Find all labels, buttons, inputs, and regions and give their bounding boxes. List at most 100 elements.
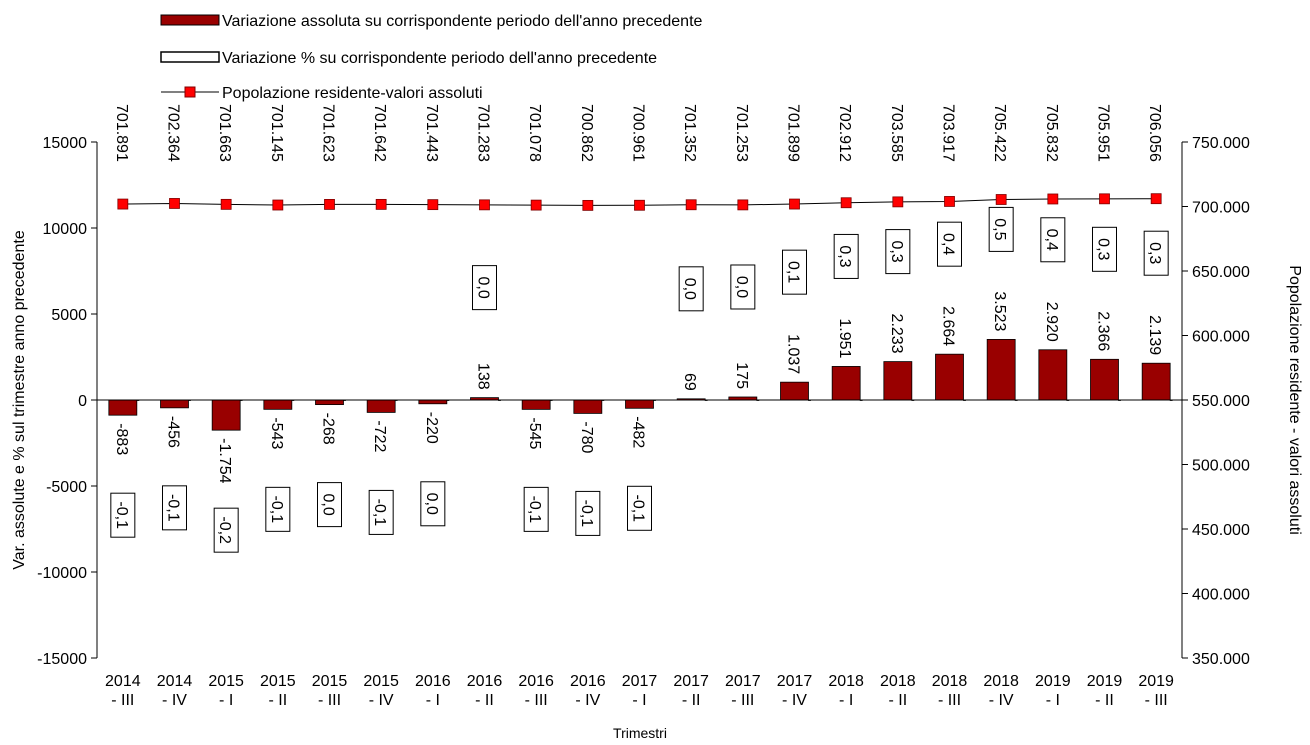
marker	[117, 198, 129, 210]
data-label: 701.899	[785, 104, 802, 162]
data-label: 69	[681, 373, 698, 391]
data-label: 2.366	[1095, 311, 1112, 351]
data-label: 700.961	[630, 104, 647, 162]
marker	[375, 198, 387, 210]
data-label: 2.139	[1146, 315, 1163, 355]
data-label-box	[833, 233, 859, 279]
data-label-box	[213, 507, 239, 553]
data-label: -0,1	[578, 500, 595, 528]
data-label: 705.951	[1095, 104, 1112, 162]
bar	[108, 399, 138, 416]
data-label: 138	[475, 363, 492, 390]
data-label-box	[317, 482, 342, 528]
bar	[211, 399, 241, 431]
data-label-box	[472, 265, 497, 311]
data-label-box	[937, 221, 962, 267]
marker	[427, 199, 439, 211]
data-label: -268	[320, 413, 337, 445]
data-label: -722	[371, 420, 388, 452]
y2-tick-label: 600.000	[1192, 329, 1250, 346]
data-label: -0,1	[165, 494, 182, 522]
data-label: -545	[526, 417, 543, 449]
marker	[530, 199, 542, 211]
y2-tick-label: 650.000	[1192, 264, 1250, 281]
y2-tick-label: 400.000	[1192, 587, 1250, 604]
marker	[892, 196, 904, 208]
data-label: 0,4	[1043, 229, 1060, 251]
data-label-box	[575, 490, 601, 536]
data-label-box	[368, 489, 394, 535]
y-tick-label: -5000	[46, 479, 87, 496]
data-label: 2.920	[1043, 302, 1060, 342]
x-tick-label: 2017 - IV	[776, 673, 813, 709]
data-label: 700.862	[578, 104, 595, 162]
y-axis-label: Var. assolute e % sul trimestre anno pre…	[11, 230, 28, 570]
y2-tick-label: 550.000	[1192, 393, 1250, 410]
data-label-box	[627, 485, 652, 531]
data-label: -0,2	[216, 516, 233, 544]
x-tick-label: 2016 - II	[466, 673, 503, 709]
data-label: 701.283	[475, 104, 492, 162]
x-tick-label: 2015 - IV	[363, 673, 399, 709]
data-label: -0,1	[113, 501, 130, 529]
legend-swatch	[160, 51, 220, 63]
data-label: -883	[113, 423, 130, 455]
x-tick-label: 2016 - III	[518, 673, 554, 709]
x-tick-label: 2018 - IV	[983, 673, 1019, 709]
y2-tick-label: 450.000	[1192, 522, 1250, 539]
x-tick-label: 2016 - I	[415, 673, 451, 709]
data-label: -482	[630, 416, 647, 448]
y-tick-label: -10000	[37, 565, 87, 582]
x-tick-label: 2014 - IV	[156, 673, 193, 709]
data-label: 701.145	[268, 104, 285, 162]
legend-label: Variazione assoluta su corrispondente pe…	[222, 13, 703, 30]
data-label: 701.253	[733, 104, 750, 162]
bar	[315, 399, 344, 406]
data-label: 701.352	[681, 104, 698, 162]
data-label: 701.443	[423, 104, 440, 162]
data-label-box	[265, 486, 291, 532]
data-label: 1.037	[785, 334, 802, 374]
data-label: -0,1	[630, 495, 647, 523]
y-tick-label: 0	[78, 393, 87, 410]
marker	[220, 198, 232, 210]
marker	[1099, 193, 1110, 205]
bar	[935, 353, 964, 401]
data-label-box	[885, 229, 911, 275]
data-label: 0,3	[888, 240, 905, 262]
data-label: 3.523	[991, 291, 1008, 331]
marker	[1150, 193, 1162, 205]
x-tick-label: 2017 - I	[621, 673, 658, 709]
data-label-box	[782, 249, 807, 295]
data-label: 0,0	[733, 276, 750, 298]
marker	[479, 199, 490, 211]
x-tick-label: 2019 - II	[1086, 673, 1123, 709]
x-tick-label: 2018 - II	[880, 673, 916, 709]
y-tick-label: 5000	[51, 307, 87, 324]
x-tick-label: 2018 - I	[828, 673, 864, 709]
data-label: 701.078	[526, 104, 543, 162]
data-label: -1.754	[216, 438, 233, 483]
bar	[418, 399, 448, 405]
y2-tick-label: 750.000	[1192, 135, 1250, 152]
legend-label: Variazione % su corrispondente periodo d…	[222, 50, 657, 67]
marker	[995, 194, 1007, 205]
marker	[944, 196, 955, 207]
data-label: 705.832	[1043, 104, 1060, 162]
data-label-box	[523, 486, 549, 532]
y2-tick-label: 350.000	[1192, 651, 1250, 668]
data-label: 0,4	[940, 233, 957, 255]
data-label: 175	[733, 362, 750, 389]
bar	[160, 399, 189, 409]
bar	[780, 381, 809, 401]
y2-axis-label: Popolazione residente - valori assoluti	[1286, 265, 1303, 534]
data-label-box	[1092, 226, 1117, 272]
data-label: 701.642	[371, 104, 388, 162]
legend-swatch	[184, 86, 196, 98]
bar	[573, 399, 603, 414]
marker	[1047, 193, 1059, 205]
x-tick-label: 2015 - III	[311, 673, 348, 709]
marker	[737, 199, 749, 211]
data-label: 0,3	[1146, 242, 1163, 264]
